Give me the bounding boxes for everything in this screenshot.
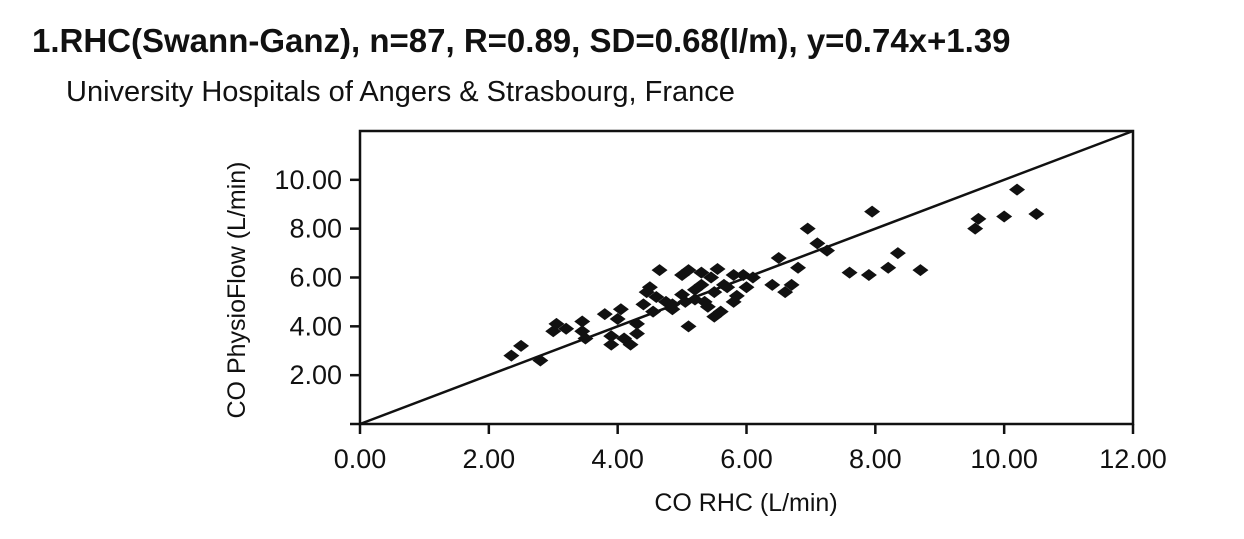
y-axis: 2.00 4.00 6.00 8.00 10.00 bbox=[274, 165, 360, 426]
data-point bbox=[809, 237, 826, 250]
data-point bbox=[703, 271, 720, 284]
data-point bbox=[609, 313, 626, 326]
x-axis-label: CO RHC (L/min) bbox=[654, 489, 837, 517]
x-tick-label: 0.00 bbox=[334, 444, 387, 474]
data-point bbox=[1009, 183, 1026, 196]
x-tick-label: 2.00 bbox=[463, 444, 516, 474]
data-point bbox=[548, 317, 565, 330]
data-point bbox=[770, 251, 787, 264]
data-point bbox=[744, 271, 761, 284]
x-tick-label: 10.00 bbox=[970, 444, 1038, 474]
x-tick-label: 12.00 bbox=[1099, 444, 1167, 474]
y-tick-label: 6.00 bbox=[289, 263, 342, 293]
x-axis: 0.00 2.00 4.00 6.00 8.00 10.00 12.00 bbox=[334, 424, 1167, 474]
data-point bbox=[725, 269, 742, 282]
data-point bbox=[693, 266, 710, 279]
data-point bbox=[764, 278, 781, 291]
data-point bbox=[664, 298, 681, 311]
chart-title: 1.RHC(Swann-Ganz), n=87, R=0.89, SD=0.68… bbox=[32, 22, 1011, 59]
data-point bbox=[777, 286, 794, 299]
data-point bbox=[880, 261, 897, 274]
data-point bbox=[728, 289, 745, 302]
data-point bbox=[558, 322, 575, 335]
y-tick-label: 2.00 bbox=[289, 360, 342, 390]
chart-subtitle: University Hospitals of Angers & Strasbo… bbox=[66, 76, 735, 108]
data-point bbox=[738, 281, 755, 294]
y-tick-label: 4.00 bbox=[289, 311, 342, 341]
data-point bbox=[967, 222, 984, 235]
data-point bbox=[635, 298, 652, 311]
data-point bbox=[699, 300, 716, 313]
data-point bbox=[622, 338, 639, 351]
data-point bbox=[628, 317, 645, 330]
y-axis-label: CO PhysioFlow (L/min) bbox=[223, 162, 251, 419]
data-point bbox=[709, 262, 726, 275]
x-tick-label: 8.00 bbox=[849, 444, 902, 474]
data-point bbox=[693, 278, 710, 291]
data-point bbox=[712, 305, 729, 318]
data-point bbox=[706, 286, 723, 299]
data-point bbox=[612, 303, 629, 316]
data-point bbox=[603, 338, 620, 351]
y-tick-label: 8.00 bbox=[289, 214, 342, 244]
data-point bbox=[996, 210, 1013, 223]
x-tick-label: 4.00 bbox=[591, 444, 644, 474]
data-point bbox=[641, 281, 658, 294]
data-point bbox=[532, 354, 549, 367]
data-point bbox=[841, 266, 858, 279]
data-point bbox=[912, 264, 929, 277]
data-point bbox=[719, 281, 736, 294]
data-point bbox=[970, 212, 987, 225]
data-point bbox=[680, 320, 697, 333]
data-point bbox=[790, 261, 807, 274]
data-point bbox=[1028, 208, 1045, 221]
data-point bbox=[651, 264, 668, 277]
data-point bbox=[574, 315, 591, 328]
data-point bbox=[645, 305, 662, 318]
data-point bbox=[648, 291, 665, 304]
data-point bbox=[577, 332, 594, 345]
x-tick-label: 6.00 bbox=[720, 444, 773, 474]
data-point bbox=[503, 349, 520, 362]
data-point bbox=[799, 222, 816, 235]
data-point bbox=[628, 327, 645, 340]
data-point bbox=[819, 244, 836, 257]
data-point bbox=[596, 308, 613, 321]
data-points bbox=[503, 183, 1045, 367]
data-point bbox=[864, 205, 881, 218]
data-point bbox=[680, 264, 697, 277]
data-point bbox=[889, 247, 906, 260]
data-point bbox=[603, 330, 620, 343]
data-point bbox=[513, 339, 530, 352]
data-point bbox=[783, 278, 800, 291]
y-tick-label: 10.00 bbox=[274, 165, 342, 195]
data-point bbox=[860, 269, 877, 282]
